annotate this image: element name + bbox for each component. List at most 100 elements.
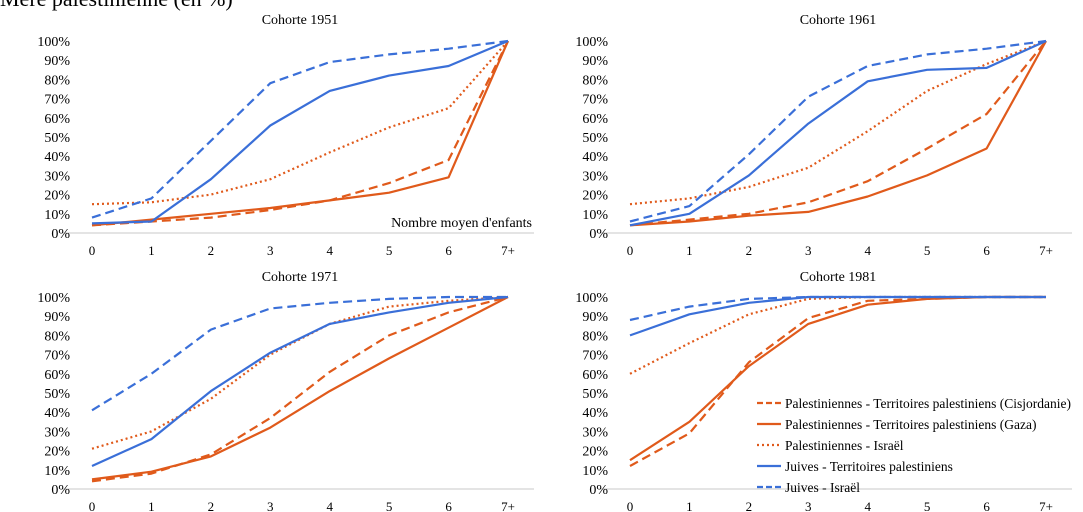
series-line-1 xyxy=(629,295,1046,462)
x-tick-label: 1 xyxy=(148,499,155,512)
y-tick-label: 90% xyxy=(44,54,70,69)
y-tick-label: 60% xyxy=(44,112,70,127)
x-tick-label: 6 xyxy=(983,499,990,512)
y-tick-label: 100% xyxy=(37,35,70,50)
y-tick-label: 20% xyxy=(44,189,70,204)
series-line-3 xyxy=(629,295,1046,337)
x-tick-label: 6 xyxy=(983,243,990,258)
legend-label-4: Juives - Israël xyxy=(785,480,860,495)
x-tick-label: 5 xyxy=(924,243,931,258)
y-tick-label: 30% xyxy=(582,425,608,440)
x-tick-label: 4 xyxy=(864,243,871,258)
x-tick-label: 3 xyxy=(267,243,274,258)
legend-label-2: Palestiniennes - Israël xyxy=(785,438,904,453)
legend-label-0: Palestiniennes - Territoires palestinien… xyxy=(785,396,1071,411)
x-tick-label: 1 xyxy=(686,243,693,258)
x-tick-label: 4 xyxy=(864,499,871,512)
x-tick-label: 3 xyxy=(267,499,274,512)
series-line-3 xyxy=(91,39,509,225)
x-tick-label: 1 xyxy=(148,243,155,258)
y-tick-label: 30% xyxy=(44,425,70,440)
x-tick-label: 5 xyxy=(386,243,393,258)
series-line-0 xyxy=(91,40,509,227)
legend-label-1: Palestiniennes - Territoires palestinien… xyxy=(785,417,1036,432)
x-tick-label: 1 xyxy=(686,499,693,512)
y-tick-label: 10% xyxy=(582,464,608,479)
series-line-1 xyxy=(91,40,510,227)
x-tick-label: 7+ xyxy=(1039,499,1053,512)
x-tick-label: 0 xyxy=(89,499,96,512)
y-tick-label: 60% xyxy=(582,368,608,383)
y-tick-label: 0% xyxy=(589,227,608,242)
y-tick-label: 100% xyxy=(37,291,70,306)
y-tick-label: 30% xyxy=(44,169,70,184)
x-tick-label: 3 xyxy=(805,243,812,258)
y-tick-label: 10% xyxy=(582,208,608,223)
x-tick-label: 3 xyxy=(805,499,812,512)
y-tick-label: 20% xyxy=(44,445,70,460)
chart-title-1: Cohorte 1961 xyxy=(800,13,877,28)
x-tick-label: 6 xyxy=(445,499,452,512)
x-tick-label: 4 xyxy=(326,499,333,512)
x-tick-label: 5 xyxy=(386,499,393,512)
series-line-1 xyxy=(91,296,509,481)
chart-title-2: Cohorte 1971 xyxy=(262,270,339,285)
y-tick-label: 100% xyxy=(575,35,608,50)
series-line-0 xyxy=(91,295,509,483)
y-tick-label: 30% xyxy=(582,169,608,184)
x-tick-label: 6 xyxy=(445,243,452,258)
series-line-3 xyxy=(91,295,509,468)
x-tick-label: 7+ xyxy=(1039,243,1053,258)
y-tick-label: 90% xyxy=(582,310,608,325)
y-tick-label: 40% xyxy=(582,406,608,421)
y-tick-label: 50% xyxy=(582,131,608,146)
chart-title-3: Cohorte 1981 xyxy=(800,270,877,285)
y-tick-label: 40% xyxy=(44,150,70,165)
x-tick-label: 4 xyxy=(326,243,333,258)
x-tick-label: 7+ xyxy=(501,499,515,512)
x-tick-label: 2 xyxy=(208,499,215,512)
y-tick-label: 80% xyxy=(44,329,70,344)
y-tick-label: 70% xyxy=(582,93,608,108)
series-line-4 xyxy=(91,39,509,219)
y-tick-label: 60% xyxy=(582,112,608,127)
y-tick-label: 70% xyxy=(44,93,70,108)
y-tick-label: 10% xyxy=(44,464,70,479)
series-line-3 xyxy=(629,39,1047,227)
y-tick-label: 80% xyxy=(44,73,70,88)
series-line-4 xyxy=(629,295,1046,322)
y-tick-label: 10% xyxy=(44,208,70,223)
page-title: Mère palestinienne (en %) xyxy=(0,0,233,12)
y-tick-label: 20% xyxy=(582,189,608,204)
y-tick-label: 0% xyxy=(51,227,70,242)
y-tick-label: 0% xyxy=(589,483,608,498)
x-tick-label: 5 xyxy=(924,499,931,512)
y-tick-label: 70% xyxy=(44,349,70,364)
y-tick-label: 50% xyxy=(44,131,70,146)
series-line-1 xyxy=(629,40,1047,227)
series-line-2 xyxy=(629,295,1046,375)
y-tick-label: 50% xyxy=(582,387,608,402)
x-tick-label: 0 xyxy=(627,499,634,512)
y-tick-label: 40% xyxy=(44,406,70,421)
chart-title-0: Cohorte 1951 xyxy=(262,13,339,28)
chart-annotation: Nombre moyen d'enfants xyxy=(391,216,532,231)
y-tick-label: 80% xyxy=(582,73,608,88)
series-line-0 xyxy=(629,40,1047,227)
y-tick-label: 20% xyxy=(582,445,608,460)
y-tick-label: 40% xyxy=(582,150,608,165)
y-tick-label: 70% xyxy=(582,349,608,364)
y-tick-label: 0% xyxy=(51,483,70,498)
x-tick-label: 0 xyxy=(627,243,634,258)
x-tick-label: 7+ xyxy=(501,243,515,258)
y-tick-label: 80% xyxy=(582,329,608,344)
series-line-4 xyxy=(629,39,1047,223)
y-tick-label: 90% xyxy=(582,54,608,69)
x-tick-label: 0 xyxy=(89,243,96,258)
y-tick-label: 50% xyxy=(44,387,70,402)
y-tick-label: 60% xyxy=(44,368,70,383)
x-tick-label: 2 xyxy=(746,243,753,258)
x-tick-label: 2 xyxy=(208,243,215,258)
legend-label-3: Juives - Territoires palestiniens xyxy=(785,459,953,474)
